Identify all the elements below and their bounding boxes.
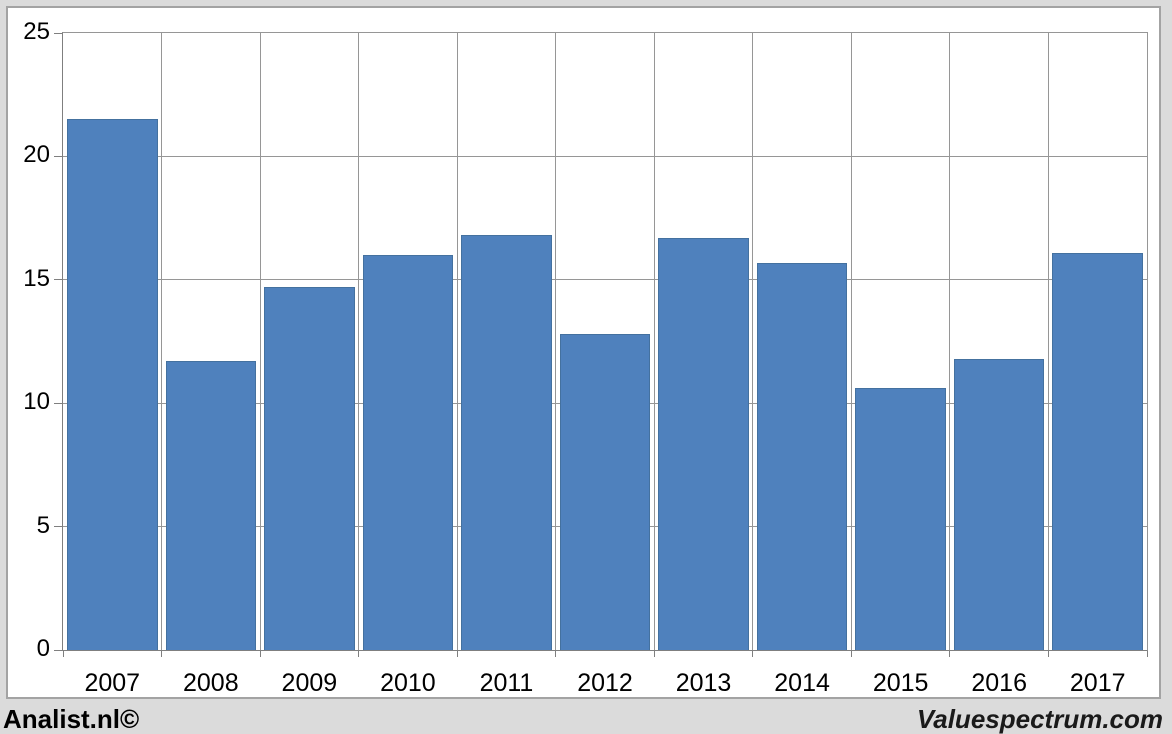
y-tick-mark xyxy=(54,32,62,34)
bar-2013 xyxy=(658,237,749,650)
x-tick-label: 2014 xyxy=(774,669,830,697)
x-tick-label: 2011 xyxy=(479,669,534,697)
x-tick-label: 2010 xyxy=(380,669,436,697)
bar-2009 xyxy=(264,287,355,650)
x-tick-mark xyxy=(653,651,655,657)
gridline-vertical xyxy=(653,33,655,650)
x-tick-mark xyxy=(1146,651,1148,657)
x-tick-mark xyxy=(555,651,557,657)
gridline-vertical xyxy=(259,33,261,650)
x-tick-label: 2007 xyxy=(84,669,141,697)
valuespectrum-watermark: Valuespectrum.com xyxy=(916,704,1163,734)
bar-2012 xyxy=(559,334,651,650)
gridline-vertical xyxy=(358,33,360,650)
y-tick-mark xyxy=(54,649,62,651)
gridline-vertical xyxy=(1047,33,1049,650)
gridline-vertical xyxy=(555,33,557,650)
x-tick-mark xyxy=(752,651,754,657)
x-tick-mark xyxy=(62,651,64,657)
plot-area xyxy=(62,32,1148,651)
y-tick-label: 15 xyxy=(23,264,50,292)
bar-2007 xyxy=(67,119,158,650)
y-tick-mark xyxy=(54,155,62,157)
x-tick-label: 2015 xyxy=(872,669,929,697)
bar-2008 xyxy=(165,361,257,650)
x-tick-label: 2008 xyxy=(183,669,239,697)
x-tick-mark xyxy=(850,651,852,657)
bar-2014 xyxy=(756,262,848,650)
bar-2016 xyxy=(953,358,1045,650)
x-tick-label: 2016 xyxy=(971,669,1027,697)
y-tick-label: 0 xyxy=(36,635,50,663)
y-tick-mark xyxy=(54,279,62,281)
x-tick-mark xyxy=(456,651,458,657)
gridline-horizontal xyxy=(63,279,1147,281)
y-tick-label: 25 xyxy=(23,18,50,46)
bar-2011 xyxy=(461,235,552,650)
x-tick-mark xyxy=(358,651,360,657)
analist-watermark: Analist.nl© xyxy=(3,704,140,734)
y-tick-mark xyxy=(54,526,62,528)
gridline-horizontal xyxy=(63,155,1147,157)
y-tick-label: 10 xyxy=(23,388,50,416)
gridline-vertical xyxy=(752,33,754,650)
y-tick-label: 5 xyxy=(36,511,50,539)
x-tick-label: 2012 xyxy=(577,669,633,697)
x-tick-label: 2013 xyxy=(675,669,732,697)
bar-2010 xyxy=(362,255,454,650)
y-tick-label: 20 xyxy=(23,141,50,169)
gridline-vertical xyxy=(850,33,852,650)
chart-card: 0 5 10 15 20 25 2007 2008 2009 2010 2011 2012 2013 20… xyxy=(6,6,1161,699)
x-tick-label: 2009 xyxy=(281,669,338,697)
bar-2015 xyxy=(855,388,946,650)
x-tick-mark xyxy=(161,651,163,657)
gridline-vertical xyxy=(161,33,163,650)
x-tick-mark xyxy=(1047,651,1049,657)
gridline-vertical xyxy=(949,33,951,650)
x-tick-mark xyxy=(949,651,951,657)
bar-2017 xyxy=(1052,252,1143,650)
x-tick-label: 2017 xyxy=(1069,669,1126,697)
y-tick-mark xyxy=(54,402,62,404)
gridline-vertical xyxy=(456,33,458,650)
x-tick-mark xyxy=(259,651,261,657)
